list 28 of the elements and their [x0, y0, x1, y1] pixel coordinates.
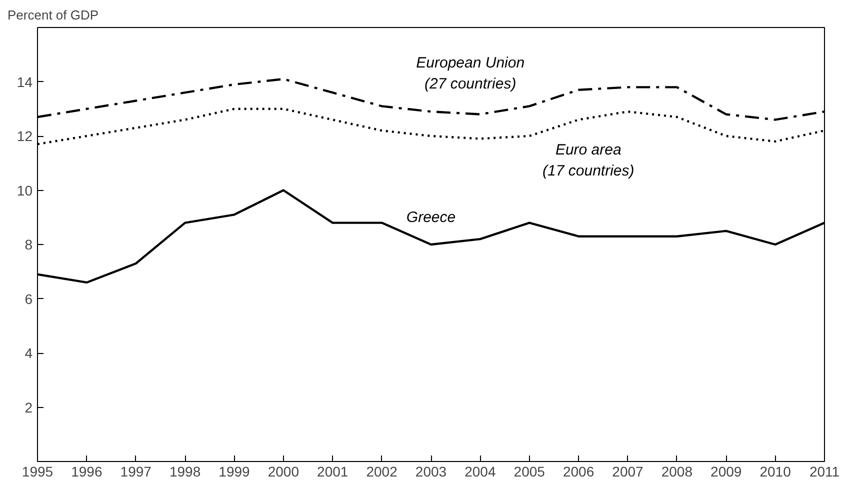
- x-tick-label: 2006: [562, 464, 594, 480]
- x-tick-label: 2011: [809, 464, 840, 480]
- y-axis-title: Percent of GDP: [8, 8, 99, 22]
- y-tick-label: 14: [16, 74, 33, 90]
- x-tick-label: 1999: [218, 464, 250, 480]
- x-tick-label: 2004: [464, 464, 496, 480]
- x-tick-label: 2007: [612, 464, 644, 480]
- x-tick-label: 2001: [317, 464, 348, 480]
- series-label: Euro area (17 countries): [542, 141, 634, 180]
- x-tick-label: 1998: [169, 464, 201, 480]
- y-tick-label: 10: [16, 182, 33, 198]
- x-tick-label: 2009: [710, 464, 742, 480]
- x-tick-label: 2003: [415, 464, 447, 480]
- x-tick-label: 2002: [366, 464, 398, 480]
- x-tick-label: 1995: [22, 464, 54, 480]
- series-label: Greece: [406, 208, 456, 226]
- y-tick-label: 8: [24, 236, 33, 252]
- series-label: European Union (27 countries): [416, 54, 525, 93]
- x-tick-label: 2000: [268, 464, 300, 480]
- x-tick-label: 2005: [514, 464, 546, 480]
- y-tick-label: 2: [24, 399, 33, 416]
- y-tick-label: 6: [24, 290, 33, 307]
- x-tick-label: 2010: [760, 464, 792, 480]
- x-tick-label: 1996: [71, 464, 102, 480]
- y-tick-label: 4: [24, 345, 33, 361]
- y-tick-label: 12: [16, 128, 33, 144]
- x-tick-label: 2008: [661, 464, 693, 480]
- x-tick-label: 1997: [120, 464, 152, 480]
